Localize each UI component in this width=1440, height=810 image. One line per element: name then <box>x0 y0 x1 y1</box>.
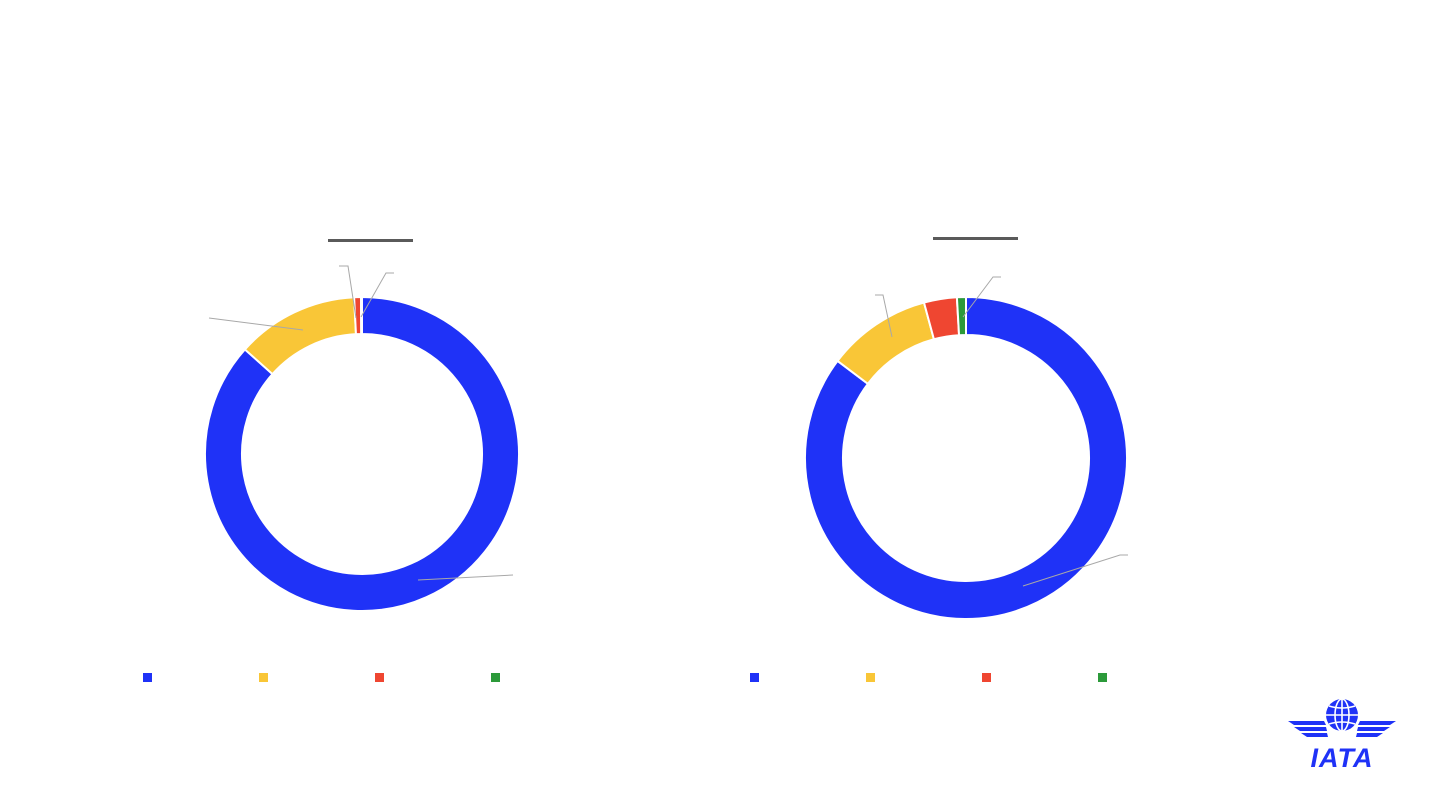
chart-title-underline-right <box>933 237 1018 240</box>
donut-slice-1-3 <box>955 295 967 337</box>
legend-swatch <box>1098 673 1107 682</box>
leader-line-1-3 <box>962 276 1001 318</box>
legend-swatch <box>491 673 500 682</box>
legend-swatch <box>866 673 875 682</box>
donut-slice-1-0 <box>804 295 1128 620</box>
leader-line-0-1 <box>208 317 304 331</box>
donut-slice-0-1 <box>243 296 358 376</box>
wings-icon <box>1288 721 1396 737</box>
globe-icon <box>1326 698 1358 732</box>
legend-swatch <box>375 673 384 682</box>
leader-line-0-3 <box>360 272 394 318</box>
legend-swatch <box>750 673 759 682</box>
iata-logo: IATA <box>1288 698 1396 770</box>
donut-slice-0-0 <box>204 295 520 612</box>
leader-line-1-1 <box>875 294 893 338</box>
legend-swatch <box>982 673 991 682</box>
leader-line-0-2 <box>339 265 357 319</box>
chart-title-underline-left <box>328 239 413 242</box>
legend-swatch <box>143 673 152 682</box>
iata-logo-text: IATA <box>1311 743 1374 770</box>
donut-slice-1-1 <box>836 301 936 386</box>
leader-line-1-0 <box>1022 554 1128 587</box>
legend-swatch <box>259 673 268 682</box>
leader-line-0-0 <box>417 574 514 581</box>
